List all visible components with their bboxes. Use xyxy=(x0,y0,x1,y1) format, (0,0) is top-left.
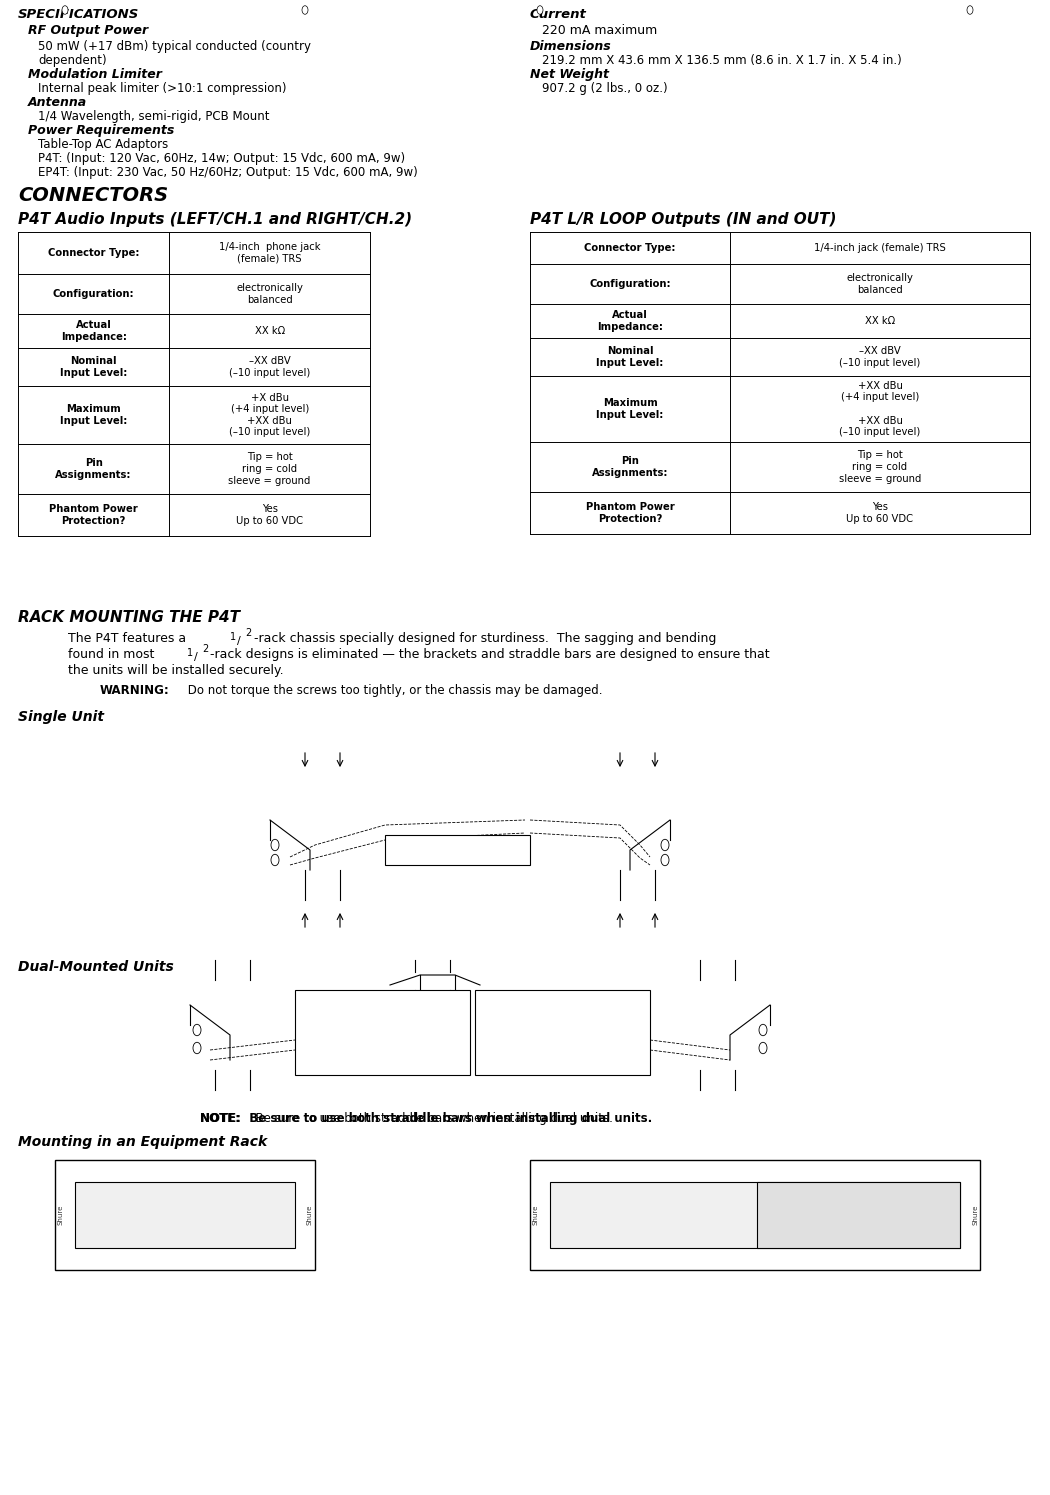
Text: the units will be installed securely.: the units will be installed securely. xyxy=(68,664,284,677)
Text: RACK MOUNTING THE P4T: RACK MOUNTING THE P4T xyxy=(18,610,240,625)
Text: Mounting in an Equipment Rack: Mounting in an Equipment Rack xyxy=(18,1135,268,1150)
Text: Configuration:: Configuration: xyxy=(589,280,671,289)
Text: dependent): dependent) xyxy=(38,54,107,67)
Text: NOTE:: NOTE: xyxy=(200,1112,242,1126)
Text: Single Unit: Single Unit xyxy=(18,710,104,724)
Bar xyxy=(530,1160,980,1269)
Text: Tip = hot
ring = cold
sleeve = ground: Tip = hot ring = cold sleeve = ground xyxy=(229,453,311,486)
Text: Internal peak limiter (>10:1 compression): Internal peak limiter (>10:1 compression… xyxy=(38,82,287,96)
Text: Yes
Up to 60 VDC: Yes Up to 60 VDC xyxy=(846,502,914,523)
Text: 219.2 mm X 43.6 mm X 136.5 mm (8.6 in. X 1.7 in. X 5.4 in.): 219.2 mm X 43.6 mm X 136.5 mm (8.6 in. X… xyxy=(542,54,902,67)
Text: P4T L/R LOOP Outputs (IN and OUT): P4T L/R LOOP Outputs (IN and OUT) xyxy=(530,212,837,227)
Text: Maximum
Input Level:: Maximum Input Level: xyxy=(60,404,127,426)
Text: The P4T features a: The P4T features a xyxy=(68,632,190,644)
Text: Nominal
Input Level:: Nominal Input Level: xyxy=(596,347,664,368)
Text: –XX dBV
(–10 input level): –XX dBV (–10 input level) xyxy=(229,356,311,378)
Circle shape xyxy=(662,839,669,851)
Text: Dual-Mounted Units: Dual-Mounted Units xyxy=(18,960,173,975)
Text: SPECIFICATIONS: SPECIFICATIONS xyxy=(18,7,140,21)
Text: electronically
balanced: electronically balanced xyxy=(236,283,303,305)
Text: XX kΩ: XX kΩ xyxy=(254,326,285,336)
Text: 50 mW (+17 dBm) typical conducted (country: 50 mW (+17 dBm) typical conducted (count… xyxy=(38,40,311,52)
Text: 2: 2 xyxy=(245,628,251,638)
Bar xyxy=(550,1183,960,1248)
Text: RF Output Power: RF Output Power xyxy=(28,24,148,37)
Text: Shure: Shure xyxy=(972,1205,978,1226)
Bar xyxy=(757,1183,960,1248)
Text: 907.2 g (2 lbs., 0 oz.): 907.2 g (2 lbs., 0 oz.) xyxy=(542,82,668,96)
Text: Pin
Assignments:: Pin Assignments: xyxy=(592,456,668,478)
Text: 1/4 Wavelength, semi-rigid, PCB Mount: 1/4 Wavelength, semi-rigid, PCB Mount xyxy=(38,111,270,123)
Text: P4T Audio Inputs (LEFT/CH.1 and RIGHT/CH.2): P4T Audio Inputs (LEFT/CH.1 and RIGHT/CH… xyxy=(18,212,412,227)
Circle shape xyxy=(193,1042,201,1054)
Circle shape xyxy=(967,6,973,15)
Text: Current: Current xyxy=(530,7,587,21)
Text: Connector Type:: Connector Type: xyxy=(48,248,140,259)
Text: 1/4-inch  phone jack
(female) TRS: 1/4-inch phone jack (female) TRS xyxy=(219,242,320,263)
Text: Table-Top AC Adaptors: Table-Top AC Adaptors xyxy=(38,138,168,151)
Text: CONNECTORS: CONNECTORS xyxy=(18,185,168,205)
Circle shape xyxy=(759,1024,766,1036)
Text: Shure: Shure xyxy=(57,1205,63,1226)
Text: Configuration:: Configuration: xyxy=(52,289,134,299)
Bar xyxy=(55,1160,315,1269)
Text: 1/4-inch jack (female) TRS: 1/4-inch jack (female) TRS xyxy=(814,244,946,253)
Text: EP4T: (Input: 230 Vac, 50 Hz/60Hz; Output: 15 Vdc, 600 mA, 9w): EP4T: (Input: 230 Vac, 50 Hz/60Hz; Outpu… xyxy=(38,166,418,179)
Text: 2: 2 xyxy=(202,644,208,653)
Text: Power Requirements: Power Requirements xyxy=(28,124,174,138)
Circle shape xyxy=(662,854,669,866)
Text: -rack chassis specially designed for sturdiness.  The sagging and bending: -rack chassis specially designed for stu… xyxy=(254,632,716,644)
Text: Maximum
Input Level:: Maximum Input Level: xyxy=(596,398,664,420)
Text: Antenna: Antenna xyxy=(28,96,87,109)
Text: Dimensions: Dimensions xyxy=(530,40,612,52)
Circle shape xyxy=(302,6,308,15)
Text: 1: 1 xyxy=(187,647,193,658)
Text: Actual
Impedance:: Actual Impedance: xyxy=(597,309,663,332)
Text: Connector Type:: Connector Type: xyxy=(584,244,676,253)
Text: 1: 1 xyxy=(230,632,236,641)
Text: Be sure to use both straddle bars when installing dual units.: Be sure to use both straddle bars when i… xyxy=(248,1112,613,1126)
Text: 220 mA maximum: 220 mA maximum xyxy=(542,24,657,37)
Text: /: / xyxy=(237,635,240,646)
Bar xyxy=(385,836,530,866)
Circle shape xyxy=(193,1024,201,1036)
Bar xyxy=(475,990,650,1075)
Bar xyxy=(75,1183,295,1248)
Text: Phantom Power
Protection?: Phantom Power Protection? xyxy=(49,504,138,526)
Circle shape xyxy=(271,839,279,851)
Text: Shure: Shure xyxy=(532,1205,538,1226)
Circle shape xyxy=(271,854,279,866)
Bar xyxy=(295,990,470,1075)
Text: Tip = hot
ring = cold
sleeve = ground: Tip = hot ring = cold sleeve = ground xyxy=(839,450,921,483)
Circle shape xyxy=(759,1042,766,1054)
Text: electronically
balanced: electronically balanced xyxy=(846,274,914,295)
Text: Shure: Shure xyxy=(307,1205,313,1226)
Text: +XX dBu
(+4 input level)

+XX dBu
(–10 input level): +XX dBu (+4 input level) +XX dBu (–10 in… xyxy=(839,381,921,437)
Text: Actual
Impedance:: Actual Impedance: xyxy=(61,320,127,342)
Text: Phantom Power
Protection?: Phantom Power Protection? xyxy=(586,502,674,523)
Text: XX kΩ: XX kΩ xyxy=(865,315,895,326)
Text: found in most: found in most xyxy=(68,647,159,661)
Text: Do not torque the screws too tightly, or the chassis may be damaged.: Do not torque the screws too tightly, or… xyxy=(184,685,603,697)
Text: -rack designs is eliminated — the brackets and straddle bars are designed to ens: -rack designs is eliminated — the bracke… xyxy=(210,647,770,661)
Text: Yes
Up to 60 VDC: Yes Up to 60 VDC xyxy=(236,504,303,526)
Text: NOTE:  Be sure to use both straddle bars when installing dual units.: NOTE: Be sure to use both straddle bars … xyxy=(200,1112,652,1126)
Text: Pin
Assignments:: Pin Assignments: xyxy=(56,457,132,480)
Text: /: / xyxy=(194,652,197,662)
Text: +X dBu
(+4 input level)
+XX dBu
(–10 input level): +X dBu (+4 input level) +XX dBu (–10 inp… xyxy=(229,393,311,438)
Circle shape xyxy=(62,6,68,15)
Text: Modulation Limiter: Modulation Limiter xyxy=(28,67,162,81)
Circle shape xyxy=(537,6,543,15)
Text: –XX dBV
(–10 input level): –XX dBV (–10 input level) xyxy=(839,347,921,368)
Text: Nominal
Input Level:: Nominal Input Level: xyxy=(60,356,127,378)
Text: P4T: (Input: 120 Vac, 60Hz, 14w; Output: 15 Vdc, 600 mA, 9w): P4T: (Input: 120 Vac, 60Hz, 14w; Output:… xyxy=(38,152,405,164)
Text: Net Weight: Net Weight xyxy=(530,67,609,81)
Text: WARNING:: WARNING: xyxy=(100,685,170,697)
